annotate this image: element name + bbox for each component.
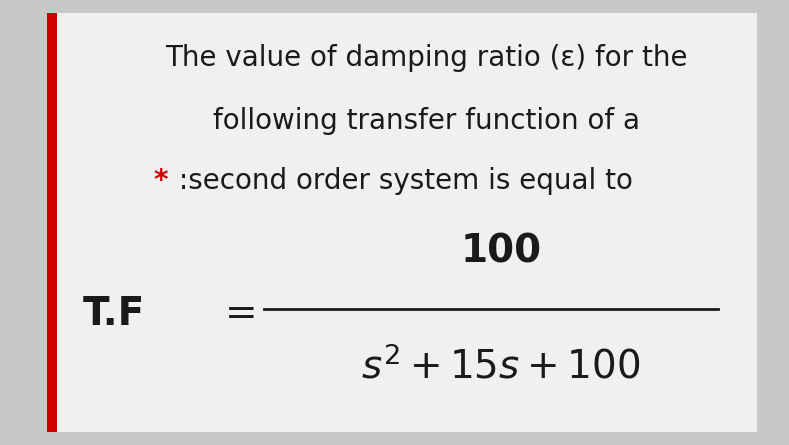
Text: following transfer function of a: following transfer function of a xyxy=(212,107,640,135)
FancyBboxPatch shape xyxy=(47,13,757,432)
Text: 100: 100 xyxy=(461,232,541,271)
Text: The value of damping ratio (ε) for the: The value of damping ratio (ε) for the xyxy=(165,44,687,73)
FancyBboxPatch shape xyxy=(47,13,57,432)
Text: T.F: T.F xyxy=(83,295,145,333)
Text: :second order system is equal to: :second order system is equal to xyxy=(170,167,633,195)
Text: =: = xyxy=(225,295,257,333)
Text: $s^2 + 15s + 100$: $s^2 + 15s + 100$ xyxy=(361,347,641,387)
Text: *: * xyxy=(154,167,168,195)
